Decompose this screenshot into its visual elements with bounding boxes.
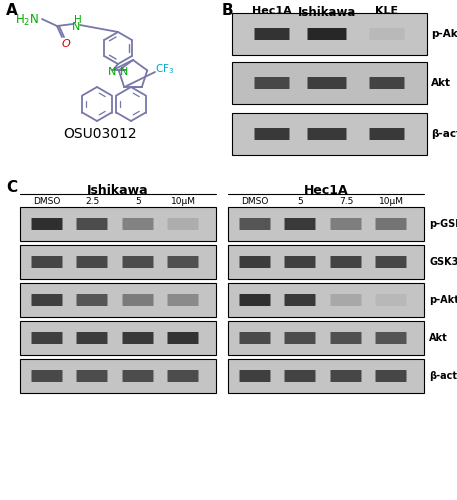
Bar bbox=[228, 359, 424, 393]
Text: CF$_3$: CF$_3$ bbox=[155, 62, 175, 76]
FancyBboxPatch shape bbox=[76, 256, 107, 268]
Text: N: N bbox=[72, 22, 80, 32]
FancyBboxPatch shape bbox=[376, 294, 406, 306]
Text: Hec1A: Hec1A bbox=[252, 6, 292, 16]
Bar bbox=[232, 62, 427, 104]
Text: 10μM: 10μM bbox=[170, 197, 196, 206]
FancyBboxPatch shape bbox=[32, 332, 63, 344]
Bar bbox=[228, 321, 424, 355]
Text: p-Akt: p-Akt bbox=[431, 29, 457, 39]
FancyBboxPatch shape bbox=[376, 256, 406, 268]
Text: Hec1A: Hec1A bbox=[304, 184, 348, 197]
Text: KLE: KLE bbox=[376, 6, 399, 16]
FancyBboxPatch shape bbox=[32, 294, 63, 306]
FancyBboxPatch shape bbox=[168, 332, 198, 344]
FancyBboxPatch shape bbox=[32, 370, 63, 382]
Text: H: H bbox=[74, 15, 82, 25]
FancyBboxPatch shape bbox=[285, 294, 315, 306]
FancyBboxPatch shape bbox=[255, 128, 289, 140]
Text: GSK3β: GSK3β bbox=[429, 257, 457, 267]
FancyBboxPatch shape bbox=[285, 218, 315, 230]
FancyBboxPatch shape bbox=[330, 294, 361, 306]
FancyBboxPatch shape bbox=[168, 256, 198, 268]
Text: 5: 5 bbox=[297, 197, 303, 206]
Text: 5: 5 bbox=[135, 197, 141, 206]
Text: 2.5: 2.5 bbox=[85, 197, 99, 206]
Bar bbox=[232, 113, 427, 155]
FancyBboxPatch shape bbox=[168, 370, 198, 382]
Bar bbox=[20, 359, 216, 393]
FancyBboxPatch shape bbox=[32, 256, 63, 268]
FancyBboxPatch shape bbox=[330, 370, 361, 382]
Text: Ishikawa: Ishikawa bbox=[298, 6, 356, 19]
Text: DMSO: DMSO bbox=[33, 197, 61, 206]
Text: 7.5: 7.5 bbox=[339, 197, 353, 206]
Bar bbox=[20, 207, 216, 241]
Text: DMSO: DMSO bbox=[241, 197, 269, 206]
Text: p-GSK3β: p-GSK3β bbox=[429, 219, 457, 229]
Bar bbox=[228, 245, 424, 279]
FancyBboxPatch shape bbox=[76, 332, 107, 344]
FancyBboxPatch shape bbox=[370, 128, 404, 140]
FancyBboxPatch shape bbox=[370, 28, 404, 40]
FancyBboxPatch shape bbox=[76, 294, 107, 306]
FancyBboxPatch shape bbox=[122, 370, 154, 382]
Bar bbox=[228, 283, 424, 317]
Text: N: N bbox=[120, 67, 128, 77]
Text: $\mathregular{H_2N}$: $\mathregular{H_2N}$ bbox=[15, 13, 39, 28]
FancyBboxPatch shape bbox=[168, 294, 198, 306]
FancyBboxPatch shape bbox=[239, 370, 271, 382]
Text: Akt: Akt bbox=[431, 78, 451, 88]
FancyBboxPatch shape bbox=[122, 332, 154, 344]
FancyBboxPatch shape bbox=[76, 218, 107, 230]
FancyBboxPatch shape bbox=[308, 28, 346, 40]
FancyBboxPatch shape bbox=[255, 77, 289, 89]
FancyBboxPatch shape bbox=[330, 332, 361, 344]
FancyBboxPatch shape bbox=[285, 256, 315, 268]
FancyBboxPatch shape bbox=[168, 218, 198, 230]
Text: 10μM: 10μM bbox=[378, 197, 404, 206]
Text: p-Akt: p-Akt bbox=[429, 295, 457, 305]
FancyBboxPatch shape bbox=[376, 332, 406, 344]
FancyBboxPatch shape bbox=[239, 256, 271, 268]
FancyBboxPatch shape bbox=[330, 218, 361, 230]
FancyBboxPatch shape bbox=[239, 332, 271, 344]
Text: A: A bbox=[6, 3, 18, 18]
Bar bbox=[228, 207, 424, 241]
FancyBboxPatch shape bbox=[308, 77, 346, 89]
Text: B: B bbox=[222, 3, 234, 18]
Text: Akt: Akt bbox=[429, 333, 448, 343]
FancyBboxPatch shape bbox=[330, 256, 361, 268]
FancyBboxPatch shape bbox=[122, 256, 154, 268]
Text: OSU03012: OSU03012 bbox=[63, 127, 137, 141]
Text: C: C bbox=[6, 180, 17, 195]
FancyBboxPatch shape bbox=[376, 370, 406, 382]
FancyBboxPatch shape bbox=[285, 370, 315, 382]
Text: Ishikawa: Ishikawa bbox=[87, 184, 149, 197]
FancyBboxPatch shape bbox=[76, 370, 107, 382]
FancyBboxPatch shape bbox=[255, 28, 289, 40]
FancyBboxPatch shape bbox=[285, 332, 315, 344]
FancyBboxPatch shape bbox=[239, 294, 271, 306]
FancyBboxPatch shape bbox=[239, 218, 271, 230]
FancyBboxPatch shape bbox=[32, 218, 63, 230]
Bar bbox=[20, 321, 216, 355]
Bar bbox=[20, 245, 216, 279]
Text: $\mathregular{O}$: $\mathregular{O}$ bbox=[61, 37, 71, 49]
Text: β-actin: β-actin bbox=[431, 129, 457, 139]
Text: N: N bbox=[108, 67, 117, 77]
FancyBboxPatch shape bbox=[122, 294, 154, 306]
FancyBboxPatch shape bbox=[308, 128, 346, 140]
FancyBboxPatch shape bbox=[370, 77, 404, 89]
Text: β-actin: β-actin bbox=[429, 371, 457, 381]
Bar bbox=[20, 283, 216, 317]
Bar bbox=[232, 13, 427, 55]
FancyBboxPatch shape bbox=[122, 218, 154, 230]
FancyBboxPatch shape bbox=[376, 218, 406, 230]
